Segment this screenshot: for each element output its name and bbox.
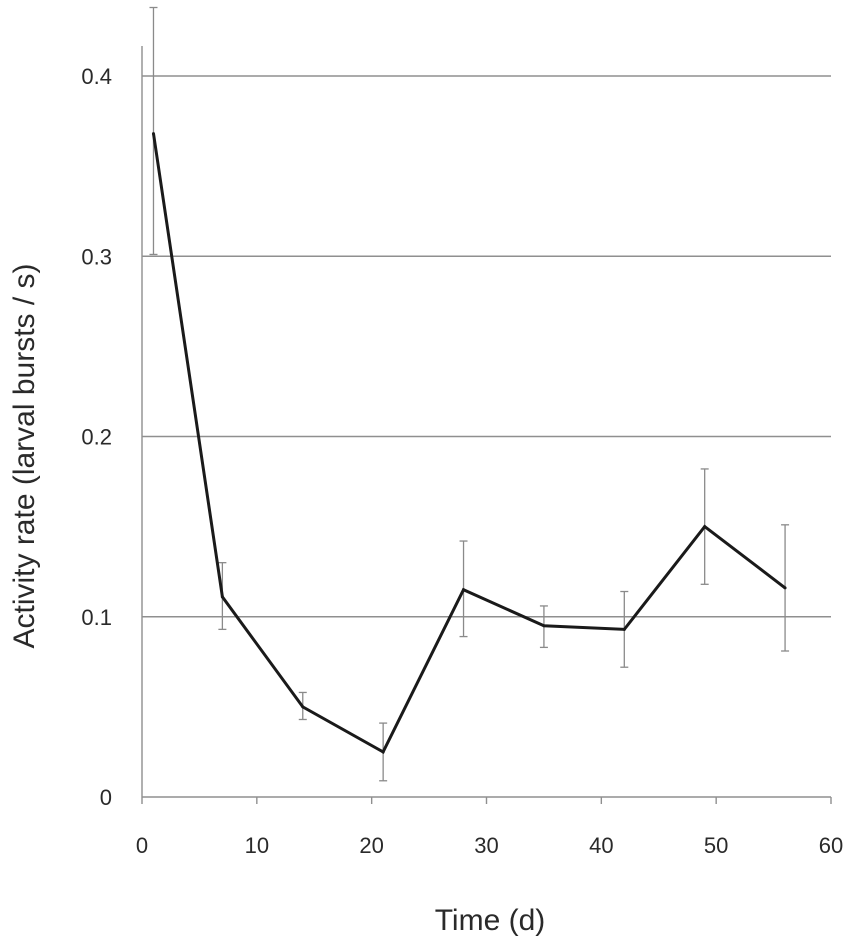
data-point bbox=[220, 595, 224, 599]
data-point bbox=[462, 588, 466, 592]
x-tick-label: 30 bbox=[474, 833, 498, 858]
data-point bbox=[381, 750, 385, 754]
error-bars bbox=[149, 6, 790, 782]
data-point bbox=[622, 627, 626, 631]
data-point bbox=[151, 132, 155, 136]
y-axis-title: Activity rate (larval bursts / s) bbox=[8, 263, 41, 648]
data-point bbox=[542, 624, 546, 628]
y-tick-label: 0.1 bbox=[81, 605, 112, 630]
y-tick-label: 0 bbox=[100, 785, 112, 810]
axes bbox=[141, 46, 832, 804]
x-tick-label: 20 bbox=[359, 833, 383, 858]
x-tick-label: 40 bbox=[589, 833, 613, 858]
y-tick-label: 0.2 bbox=[81, 425, 112, 450]
data-point bbox=[703, 525, 707, 529]
x-tick-label: 0 bbox=[136, 833, 148, 858]
gridlines bbox=[142, 75, 831, 618]
y-tick-label: 0.3 bbox=[81, 244, 112, 269]
data-series bbox=[151, 132, 787, 754]
y-tick-label: 0.4 bbox=[81, 64, 112, 89]
error-bar bbox=[149, 6, 158, 256]
series-line bbox=[152, 133, 787, 754]
data-point bbox=[301, 705, 305, 709]
tick-labels: 0 0.1 0.2 0.3 0.4 0 10 20 30 40 50 60 bbox=[81, 64, 843, 858]
x-tick-label: 10 bbox=[245, 833, 269, 858]
x-tick-label: 50 bbox=[704, 833, 728, 858]
x-axis-title: Time (d) bbox=[435, 904, 546, 937]
x-tick-label: 60 bbox=[819, 833, 843, 858]
data-point bbox=[783, 586, 787, 590]
